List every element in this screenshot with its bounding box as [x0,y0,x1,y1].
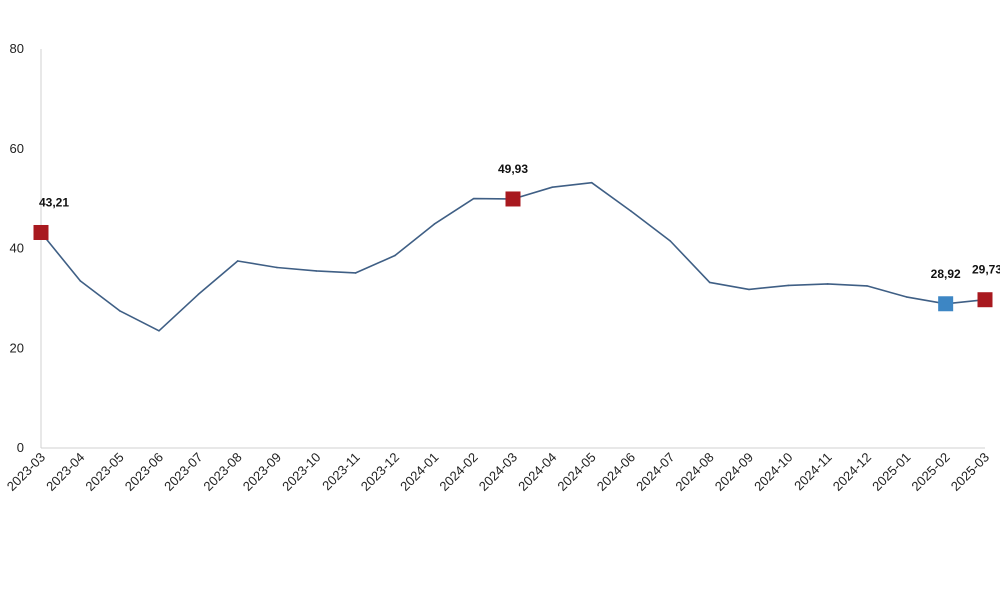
x-tick-label: 2023-03 [4,450,48,494]
y-tick-label: 80 [10,41,24,56]
data-point [630,210,632,212]
data-label: 49,93 [498,162,528,176]
x-tick-label: 2023-04 [43,450,87,494]
x-tick-label: 2024-02 [436,450,480,494]
data-label: 43,21 [39,195,69,209]
x-tick-label: 2023-06 [122,450,166,494]
data-point [708,281,711,284]
data-point [158,329,160,332]
y-tick-label: 60 [10,141,24,156]
data-point [79,280,82,282]
x-tick-label: 2024-01 [397,450,441,494]
x-tick-label: 2024-09 [712,450,756,494]
data-point [787,284,790,287]
x-tick-label: 2024-11 [791,450,835,494]
data-point [354,272,357,274]
x-tick-labels: 2023-032023-042023-052023-062023-072023-… [4,450,992,494]
x-tick-label: 2023-05 [82,450,126,494]
data-label: 28,92 [931,267,961,281]
x-tick-label: 2023-09 [240,450,284,494]
data-point [197,293,200,296]
data-point [433,223,436,225]
data-point [315,270,318,272]
data-point [748,288,750,291]
x-tick-label: 2023-07 [161,450,205,494]
data-point [826,283,829,285]
highlight-marker [33,224,49,240]
data-point [394,254,396,257]
x-tick-label: 2024-05 [554,450,598,494]
x-tick-label: 2024-06 [594,450,638,494]
x-tick-label: 2024-12 [830,450,874,494]
data-point [236,260,239,262]
y-tick-labels: 0 20 40 60 80 [10,41,24,455]
data-point [276,266,278,269]
y-tick-label: 40 [10,241,24,256]
x-tick-label: 2024-10 [751,450,795,494]
data-point [590,181,593,184]
x-tick-label: 2023-08 [200,450,244,494]
data-point [669,240,672,242]
x-tick-label: 2024-07 [633,450,677,494]
x-tick-label: 2025-02 [908,450,952,494]
data-label: 29,73 [972,263,1000,277]
x-tick-label: 2025-01 [869,450,913,494]
x-tick-label: 2024-04 [515,450,559,494]
data-point [472,197,475,200]
x-tick-label: 2023-11 [319,450,363,494]
data-point [905,296,908,298]
highlight-marker [938,296,954,312]
y-tick-label: 20 [10,340,24,355]
highlight-marker [977,292,993,308]
x-tick-label: 2024-08 [672,450,716,494]
marker-group: 43,21 49,93 28,92 29,73 [33,162,1000,312]
y-tick-label: 0 [17,440,24,455]
data-point [551,186,554,188]
x-tick-label: 2024-03 [476,450,520,494]
x-tick-label: 2023-12 [358,450,402,494]
x-tick-label: 2023-10 [279,450,323,494]
highlight-marker [505,191,521,207]
data-point [866,285,868,287]
x-tick-label: 2025-03 [948,450,992,494]
data-point [118,310,121,312]
